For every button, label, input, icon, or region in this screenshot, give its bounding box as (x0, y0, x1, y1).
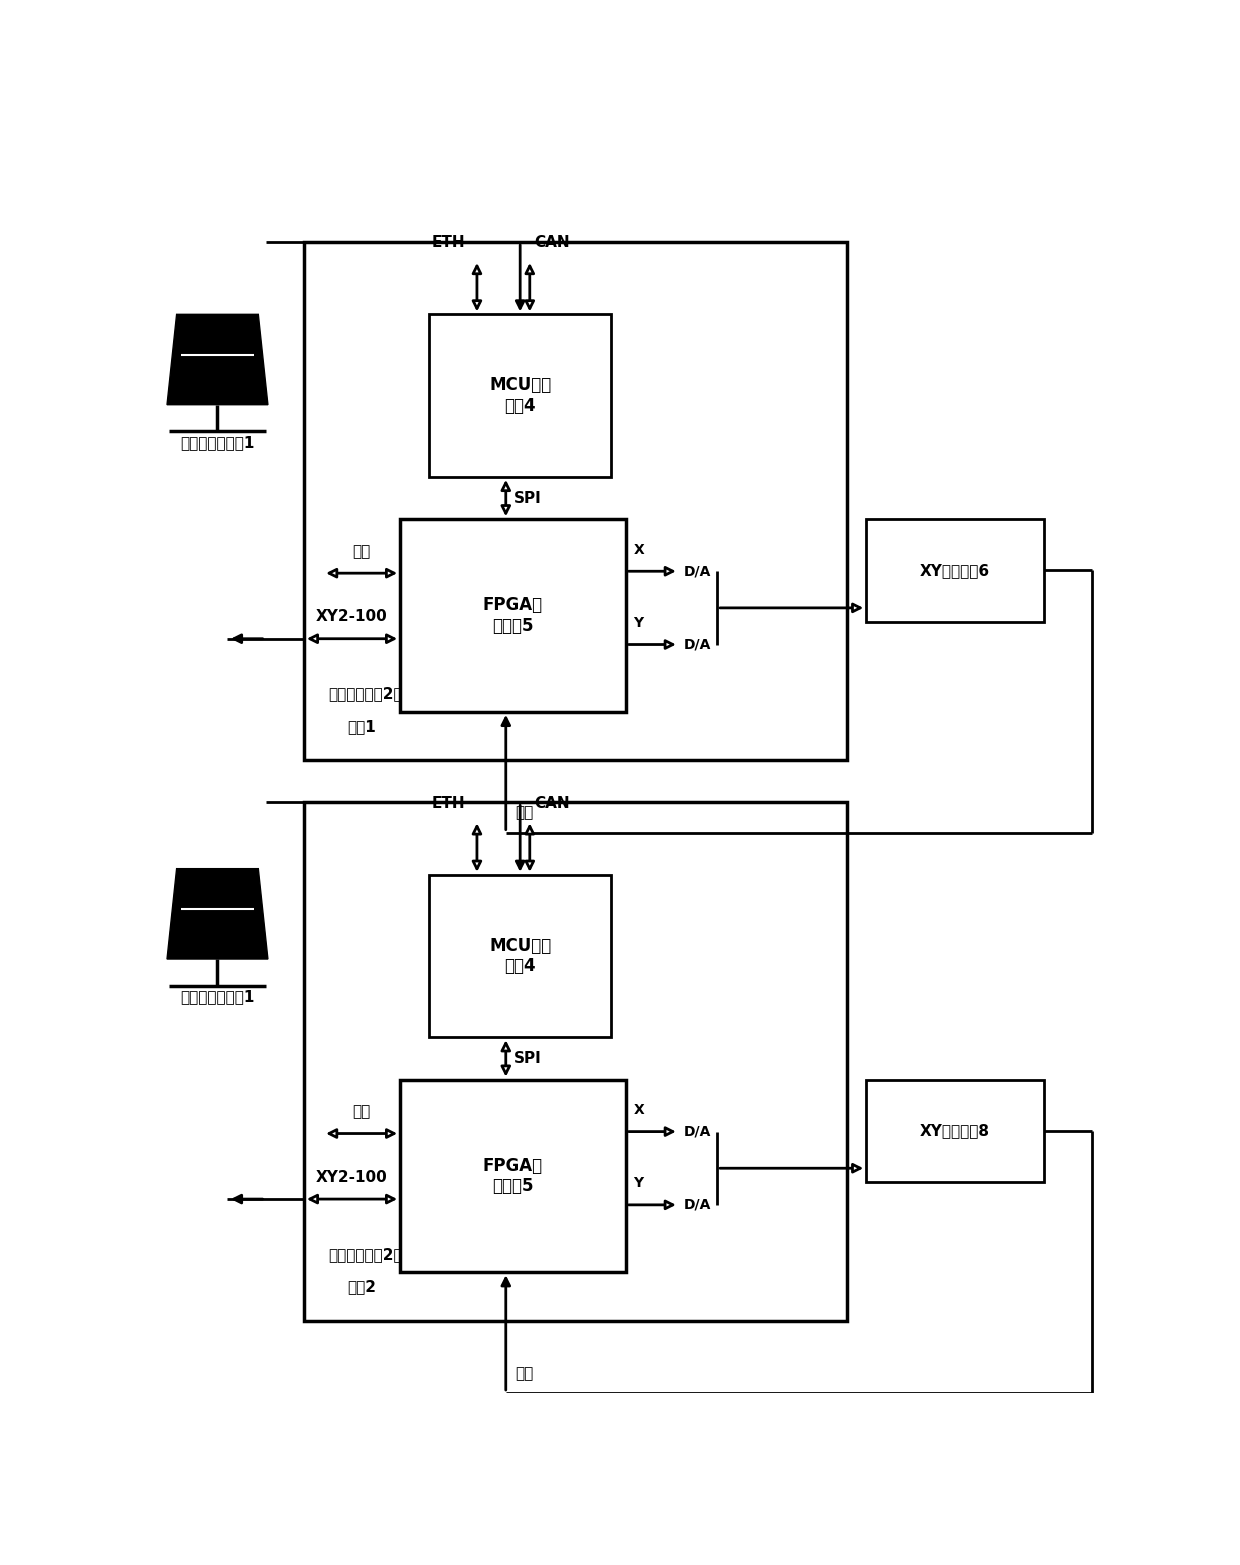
Text: 上位机控制模块1: 上位机控制模块1 (180, 435, 254, 449)
Text: 激光: 激光 (352, 543, 371, 559)
Polygon shape (167, 869, 268, 959)
Text: MCU控制
模块4: MCU控制 模块4 (489, 376, 552, 415)
Text: FPGA控
制模块5: FPGA控 制模块5 (482, 1157, 543, 1196)
FancyBboxPatch shape (866, 520, 1044, 621)
Text: XY运动平台8: XY运动平台8 (920, 1124, 990, 1138)
Text: X: X (634, 1103, 645, 1117)
Text: 激光: 激光 (352, 1103, 371, 1119)
Text: CAN: CAN (534, 235, 570, 250)
Text: D/A: D/A (683, 637, 711, 651)
Text: 同步控制模块2：: 同步控制模块2： (327, 1247, 403, 1261)
Text: XY2-100: XY2-100 (316, 609, 388, 624)
Text: D/A: D/A (683, 565, 711, 577)
FancyBboxPatch shape (401, 1080, 626, 1272)
Text: D/A: D/A (683, 1197, 711, 1211)
Text: Y: Y (634, 1177, 644, 1191)
Text: X: X (634, 543, 645, 557)
Text: 同步控制模块2：: 同步控制模块2： (327, 687, 403, 701)
Text: CAN: CAN (534, 797, 570, 811)
FancyBboxPatch shape (304, 243, 847, 761)
Text: XY摇镜模块6: XY摇镜模块6 (920, 563, 990, 577)
Text: 反馈: 反馈 (516, 1366, 533, 1380)
Text: 板卡1: 板卡1 (347, 718, 376, 734)
Text: Y: Y (634, 617, 644, 631)
Text: 板卡2: 板卡2 (347, 1279, 376, 1294)
FancyBboxPatch shape (429, 315, 611, 477)
FancyBboxPatch shape (401, 520, 626, 712)
Text: ETH: ETH (432, 797, 465, 811)
Text: SPI: SPI (513, 490, 541, 505)
Text: D/A: D/A (683, 1125, 711, 1139)
Text: FPGA控
制模块5: FPGA控 制模块5 (482, 596, 543, 635)
FancyBboxPatch shape (429, 875, 611, 1038)
FancyBboxPatch shape (304, 803, 847, 1321)
FancyBboxPatch shape (866, 1080, 1044, 1182)
Text: 反馈: 反馈 (516, 806, 533, 820)
Text: SPI: SPI (513, 1052, 541, 1066)
Text: MCU控制
模块4: MCU控制 模块4 (489, 936, 552, 975)
Polygon shape (167, 315, 268, 405)
Text: XY2-100: XY2-100 (316, 1169, 388, 1185)
Text: ETH: ETH (432, 235, 465, 250)
Text: 上位机控制模块1: 上位机控制模块1 (180, 989, 254, 1005)
